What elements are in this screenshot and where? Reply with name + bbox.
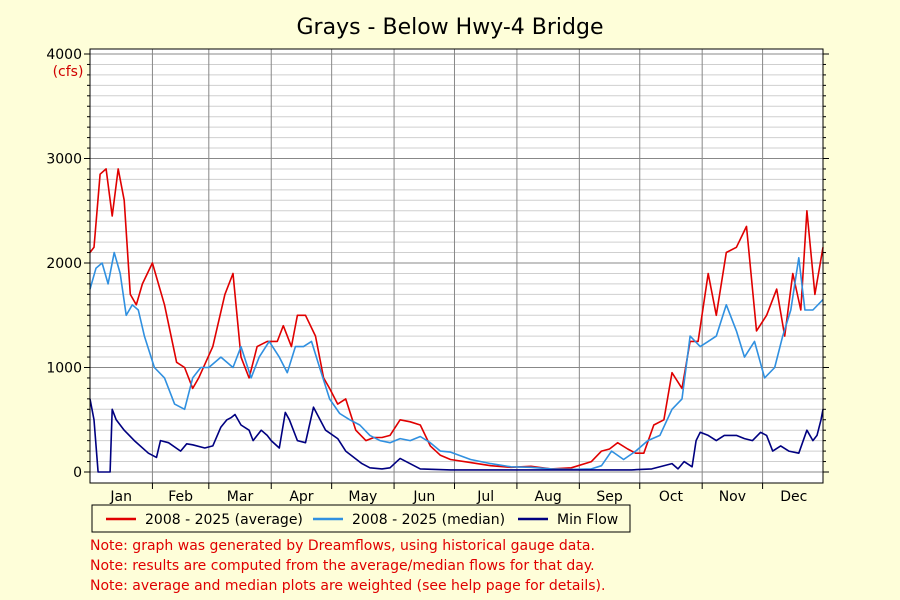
plot-area — [90, 49, 823, 483]
x-tick-label: Feb — [168, 489, 193, 505]
y-unit-label: (cfs) — [53, 64, 84, 80]
x-tick-label: Jul — [476, 489, 494, 505]
y-tick-label: 0 — [73, 465, 82, 481]
note-line-2: Note: results are computed from the aver… — [90, 558, 595, 574]
grid-lines — [90, 49, 823, 483]
x-tick-label: Jan — [109, 489, 132, 505]
series-line-2 — [89, 398, 824, 473]
x-tick-label: Oct — [659, 489, 684, 505]
series-line-1 — [89, 251, 824, 471]
x-tick-label: Jun — [412, 489, 435, 505]
series-layer — [89, 168, 824, 473]
legend-label-median: 2008 - 2025 (median) — [352, 512, 505, 528]
y-tick-label: 3000 — [46, 152, 82, 168]
series-line-0 — [89, 168, 824, 470]
legend-item-median: 2008 - 2025 (median) — [313, 512, 505, 528]
x-tick-label: Apr — [289, 489, 313, 505]
legend-label-min-flow: Min Flow — [557, 512, 618, 528]
chart-title: Grays - Below Hwy-4 Bridge — [297, 15, 604, 40]
x-axis: Jan Feb Mar Apr May Jun Jul Aug Sep Oct Nov Dec — [109, 483, 807, 505]
note-line-1: Note: graph was generated by Dreamflows,… — [90, 538, 595, 554]
x-tick-label: Aug — [534, 489, 561, 505]
x-tick-label: Sep — [596, 489, 623, 505]
y-tick-label: 1000 — [46, 361, 82, 377]
y-tick-label: 4000 — [46, 47, 82, 63]
plot-frame — [89, 48, 824, 484]
y-axis: 0 1000 2000 3000 4000 — [46, 47, 829, 481]
legend-item-min-flow: Min Flow — [518, 512, 618, 528]
legend-box — [91, 504, 631, 533]
y-tick-label: 2000 — [46, 256, 82, 272]
x-tick-label: Mar — [227, 489, 254, 505]
note-line-3: Note: average and median plots are weigh… — [90, 578, 605, 594]
x-tick-label: Dec — [780, 489, 807, 505]
x-tick-label: Nov — [719, 489, 746, 505]
x-tick-label: May — [348, 489, 377, 505]
legend-label-average: 2008 - 2025 (average) — [145, 512, 303, 528]
legend-item-average: 2008 - 2025 (average) — [106, 512, 303, 528]
